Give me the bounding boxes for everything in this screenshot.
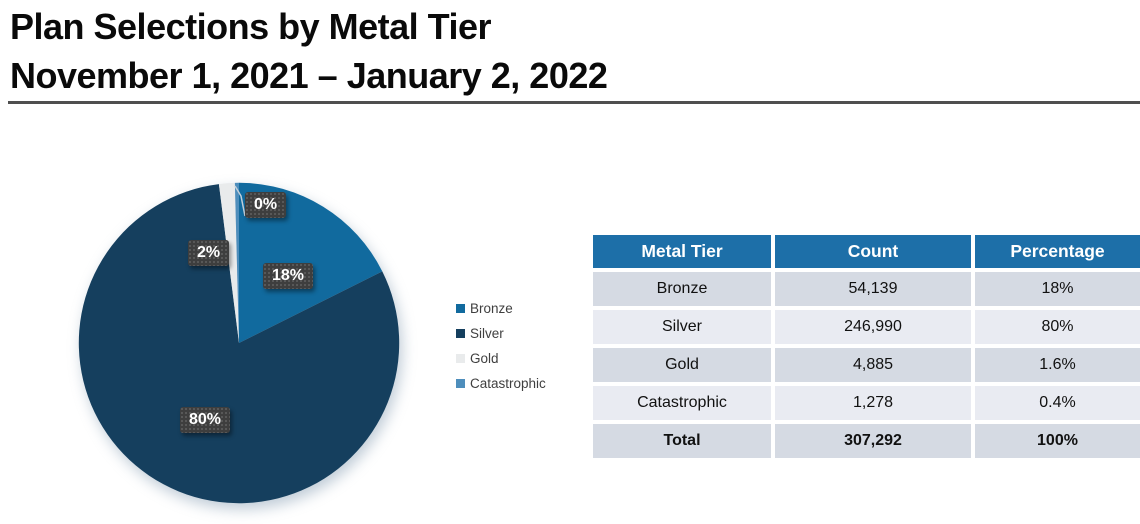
table-cell-pct: 80% [975, 310, 1140, 344]
legend-label: Catastrophic [470, 375, 546, 391]
pie-label-bronze: 18% [263, 263, 314, 289]
bronze-swatch-icon [456, 303, 465, 313]
table-cell-tier: Catastrophic [593, 386, 771, 420]
pie-slice-bronze [239, 182, 383, 343]
legend-label: Gold [470, 350, 499, 366]
table-cell-count: 54,139 [775, 272, 971, 306]
pie-slice-silver [78, 184, 400, 504]
zero-pct-callout-line [234, 185, 246, 217]
legend-label: Bronze [470, 300, 513, 316]
pie-label-catastrophic: 0% [245, 192, 287, 218]
title-underline [8, 101, 1140, 104]
pie-label-silver: 80% [180, 407, 231, 433]
silver-swatch-icon [456, 328, 465, 338]
catastrophic-swatch-icon [456, 378, 465, 388]
legend-label: Silver [470, 325, 504, 341]
legend-item-bronze: Bronze [456, 300, 546, 316]
pie-slice-catastrophic [234, 182, 239, 343]
pie-chart-svg [78, 182, 400, 504]
table-cell-tier: Gold [593, 348, 771, 382]
col-header-metal-tier: Metal Tier [593, 235, 771, 268]
page-title: Plan Selections by Metal Tier November 1… [10, 2, 608, 100]
legend-item-silver: Silver [456, 325, 546, 341]
legend-item-gold: Gold [456, 350, 546, 366]
table-cell-count: 4,885 [775, 348, 971, 382]
table-total-count: 307,292 [775, 424, 971, 458]
table-cell-pct: 1.6% [975, 348, 1140, 382]
col-header-count: Count [775, 235, 971, 268]
pie-legend: Bronze Silver Gold Catastrophic [456, 301, 546, 401]
table-cell-count: 246,990 [775, 310, 971, 344]
pie-label-gold: 2% [188, 240, 230, 266]
table-total-pct: 100% [975, 424, 1140, 458]
table-cell-count: 1,278 [775, 386, 971, 420]
metal-tier-table: Metal Tier Count Percentage Bronze 54,13… [593, 235, 1140, 458]
title-line-1: Plan Selections by Metal Tier [10, 6, 492, 47]
legend-item-catastrophic: Catastrophic [456, 375, 546, 391]
table-cell-pct: 0.4% [975, 386, 1140, 420]
table-cell-pct: 18% [975, 272, 1140, 306]
table-cell-tier: Bronze [593, 272, 771, 306]
table-cell-tier: Silver [593, 310, 771, 344]
table-total-tier: Total [593, 424, 771, 458]
pie-chart [74, 178, 404, 508]
col-header-percentage: Percentage [975, 235, 1140, 268]
gold-swatch-icon [456, 353, 465, 363]
title-line-2: November 1, 2021 – January 2, 2022 [10, 55, 608, 96]
